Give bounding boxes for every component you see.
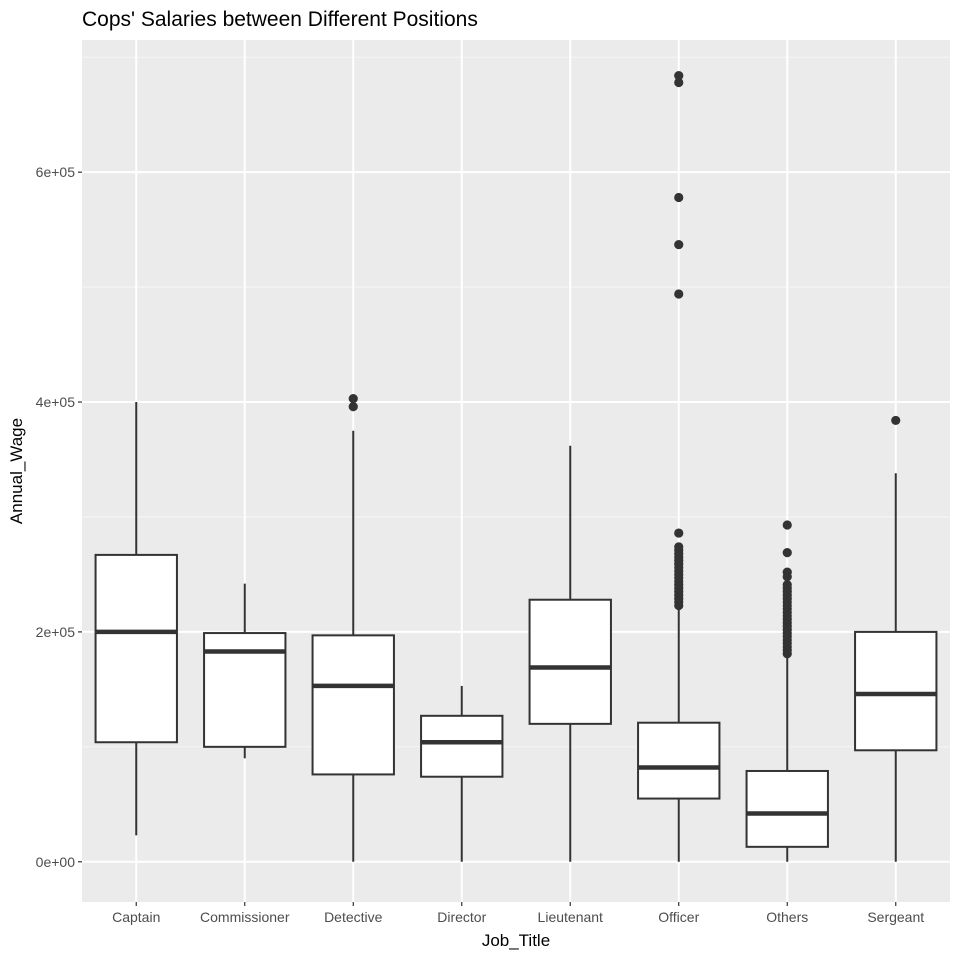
outlier-point (674, 71, 684, 81)
box-others (745, 520, 829, 862)
x-tick-label: Director (437, 909, 486, 925)
box-iqr (94, 553, 178, 744)
outlier-point (674, 192, 684, 203)
box-iqr (420, 714, 504, 778)
outlier-point (674, 77, 684, 88)
x-tick-label: Others (766, 909, 808, 925)
outlier-point (674, 528, 684, 538)
y-axis-title: Annual_Wage (7, 418, 26, 524)
box-director (420, 685, 504, 862)
outlier-point (348, 402, 358, 412)
y-tick-label: 0e+00 (36, 854, 76, 870)
y-tick-label: 4e+05 (36, 394, 76, 410)
x-tick-label: Officer (658, 909, 699, 925)
box-iqr (311, 634, 395, 776)
chart-title: Cops' Salaries between Different Positio… (82, 8, 478, 31)
box-iqr (528, 598, 612, 725)
x-tick-label: Lieutenant (538, 909, 604, 925)
box-iqr (854, 630, 938, 752)
x-tick-label: Detective (324, 909, 383, 925)
y-tick-label: 2e+05 (36, 624, 76, 640)
box-officer (637, 71, 721, 862)
outlier-point (674, 239, 684, 250)
outlier-point (674, 289, 684, 299)
x-tick-label: Sergeant (867, 909, 924, 925)
y-tick-label: 6e+05 (36, 164, 76, 180)
box-captain (94, 402, 178, 836)
box-iqr (637, 721, 721, 800)
boxes (94, 71, 938, 862)
outlier-point (782, 520, 792, 530)
outlier-point (674, 542, 684, 552)
outlier-point (782, 567, 792, 577)
axes: 0e+00 2e+05 4e+05 6e+05 Captain Commissioner D… (36, 164, 925, 925)
x-axis-title: Job_Title (482, 931, 550, 950)
outlier-point (348, 393, 358, 404)
box-iqr (745, 769, 829, 848)
outlier-point (891, 415, 901, 426)
box-detective (311, 393, 395, 862)
plot-panel (82, 40, 950, 902)
box-sergeant (854, 415, 938, 862)
outlier-point (782, 548, 792, 558)
x-tick-label: Commissioner (200, 909, 290, 925)
outlier-point (782, 580, 792, 590)
box-lieutenant (528, 445, 612, 862)
box-commissioner (203, 583, 287, 759)
x-tick-label: Captain (112, 909, 160, 925)
